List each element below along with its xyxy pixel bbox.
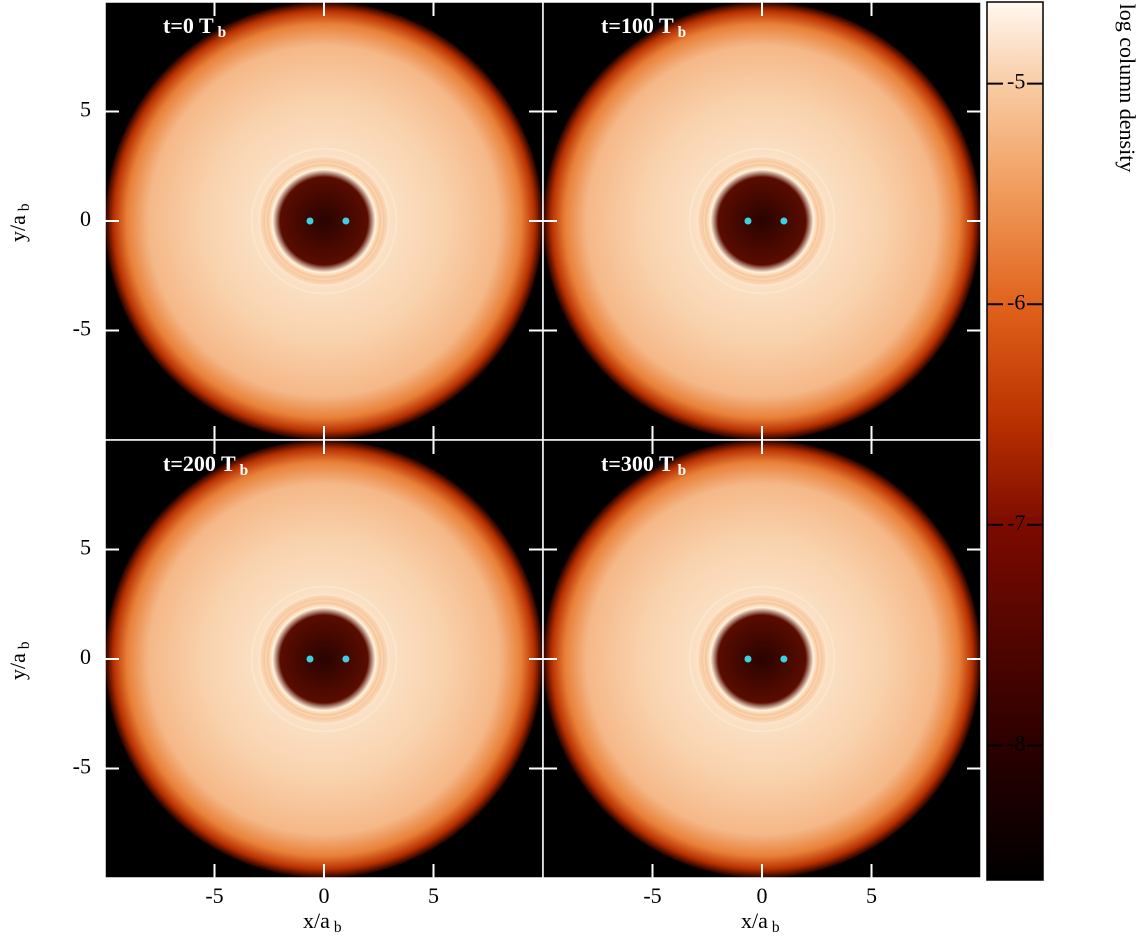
ripple (688, 585, 836, 733)
y-tick-label: 0 (80, 206, 91, 231)
y-axis-label-main: y/a (5, 215, 30, 242)
y-axis-label-sub: b (16, 203, 33, 211)
colorbar-tick-label: -5 (1007, 69, 1025, 94)
panel-title-main: t=100 T (601, 13, 674, 38)
ripple (703, 600, 821, 718)
ripple (250, 585, 398, 733)
star (306, 655, 314, 663)
ripple (258, 593, 390, 725)
star (342, 217, 350, 225)
star (780, 217, 788, 225)
x-axis-label-sub: b (772, 919, 780, 936)
y-axis-label-sub: b (16, 641, 33, 649)
panel-title-sub: b (678, 462, 687, 479)
ripple (258, 155, 390, 287)
x-axis-label-sub: b (334, 919, 342, 936)
ripple (696, 155, 828, 287)
disc (105, 440, 543, 878)
ripple (703, 162, 821, 280)
colorbar-tick-label: -6 (1007, 289, 1025, 314)
colorbar-tick-label: -8 (1007, 730, 1025, 755)
ripple (250, 147, 398, 295)
y-tick-label: 5 (80, 97, 91, 122)
y-tick-label: -5 (73, 316, 91, 341)
colorbar-label: log column density (1115, 4, 1140, 173)
y-tick-label: 5 (80, 535, 91, 560)
x-tick-label: -5 (205, 883, 223, 908)
star (342, 655, 350, 663)
ripple (265, 600, 383, 718)
colorbar (986, 1, 1044, 881)
panel-title-sub: b (678, 24, 687, 41)
star (744, 655, 752, 663)
star (744, 217, 752, 225)
x-axis-label: x/a b (303, 908, 342, 935)
panel-title-main: t=200 T (163, 451, 236, 476)
panel-title-main: t=0 T (163, 13, 214, 38)
panel-title-main: t=300 T (601, 451, 674, 476)
disc (543, 2, 981, 440)
star (780, 655, 788, 663)
x-tick-label: 5 (428, 883, 439, 908)
panel-title-sub: b (218, 24, 227, 41)
x-axis-label-main: x/a (303, 908, 330, 933)
y-axis-label: y/a b (5, 641, 32, 680)
y-axis-label: y/a b (5, 203, 32, 242)
colorbar-tick-label: -7 (1007, 510, 1025, 535)
x-axis-label-main: x/a (741, 908, 768, 933)
x-tick-label: 0 (757, 883, 768, 908)
star (306, 217, 314, 225)
disc (105, 2, 543, 440)
x-tick-label: 0 (319, 883, 330, 908)
ripple (696, 593, 828, 725)
disc (543, 440, 981, 878)
x-tick-label: -5 (643, 883, 661, 908)
x-tick-label: 5 (866, 883, 877, 908)
y-tick-label: -5 (73, 754, 91, 779)
y-axis-label-main: y/a (5, 653, 30, 680)
ripple (265, 162, 383, 280)
y-tick-label: 0 (80, 644, 91, 669)
panel-title-sub: b (240, 462, 249, 479)
x-axis-label: x/a b (741, 908, 780, 935)
ripple (688, 147, 836, 295)
